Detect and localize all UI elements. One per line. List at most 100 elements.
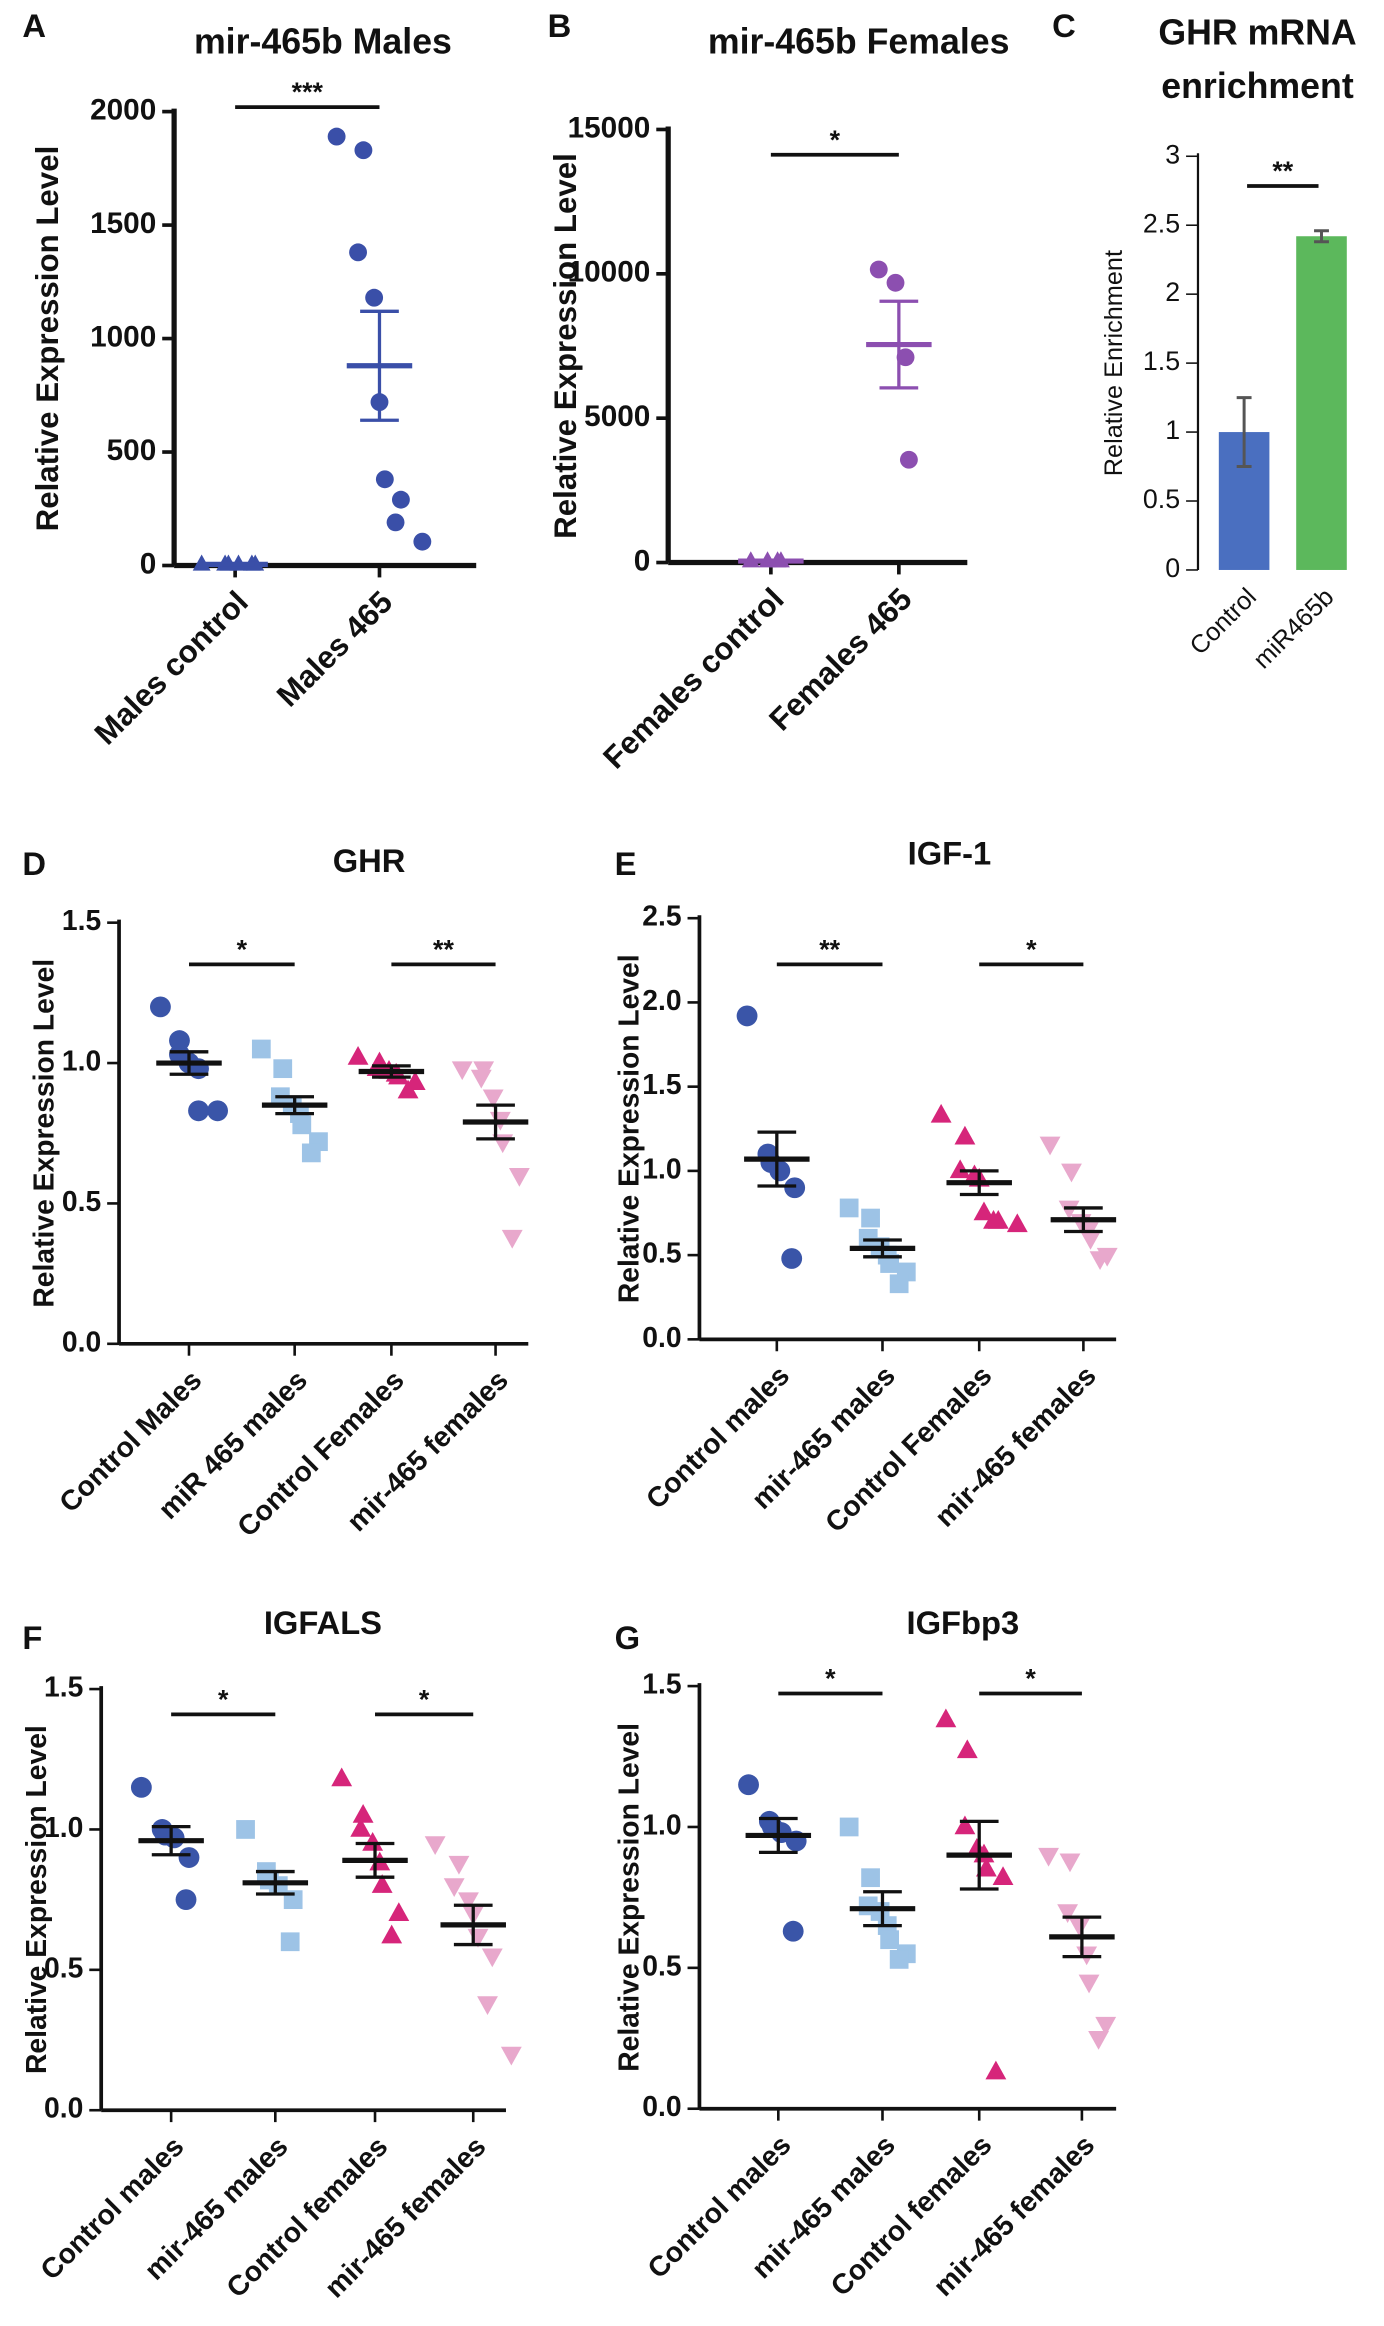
chart-title: IGFbp3	[906, 1604, 1019, 1641]
data-point	[188, 1100, 209, 1122]
data-point	[451, 1061, 473, 1081]
sem-bar	[360, 309, 399, 422]
data-point	[350, 1817, 372, 1837]
panel: F IGFALS Relative Expression Level 0.0 0.5 1.…	[20, 1604, 522, 2304]
data-point	[861, 1208, 880, 1228]
data-point	[738, 1774, 759, 1796]
data-point	[424, 1836, 446, 1855]
data-point	[1088, 2030, 1109, 2050]
sem-bar	[355, 1841, 395, 1879]
y-tick-label: 5000	[584, 400, 650, 433]
data-point	[458, 1892, 479, 1912]
panel-label: A	[22, 7, 46, 44]
data-point	[1039, 1136, 1061, 1156]
data-point	[443, 1878, 465, 1898]
data-point	[482, 1089, 504, 1109]
data-point	[899, 450, 918, 469]
y-tick-label: 2.5	[642, 900, 681, 932]
panel-label: F	[22, 1619, 42, 1656]
panel-label: C	[1052, 7, 1076, 44]
panel: E IGF-1 Relative Expression Level 0.0 0.5 1.0…	[612, 835, 1118, 1538]
data-point	[362, 1832, 384, 1851]
chart-title: enrichment	[1161, 66, 1354, 106]
y-tick-label: 1	[1165, 415, 1180, 445]
y-tick-label: 1.0	[44, 1811, 83, 1843]
error-bar	[1236, 396, 1252, 469]
data-point	[349, 243, 367, 262]
data-point	[956, 1739, 978, 1759]
data-point	[501, 1229, 523, 1249]
data-point	[508, 1168, 530, 1187]
significance-label: *	[830, 125, 841, 155]
chart-title: IGFALS	[264, 1604, 382, 1641]
sem-bar	[959, 1169, 999, 1197]
data-point	[949, 1159, 971, 1179]
sem-bar	[863, 1890, 902, 1928]
x-tick-label: miR465b	[1248, 583, 1339, 674]
data-point	[869, 260, 888, 279]
chart-title: IGF-1	[908, 835, 992, 872]
data-point	[1089, 1251, 1111, 1270]
y-tick-label: 0.5	[44, 1951, 83, 1983]
x-tick-label: Males control	[88, 584, 255, 751]
y-axis-label: Relative Expression Level	[612, 954, 644, 1303]
y-tick-label: 0	[1165, 553, 1180, 583]
data-point	[954, 1125, 976, 1145]
sem-bar	[255, 1869, 295, 1896]
y-tick-label: 0	[140, 547, 157, 580]
error-bar	[1314, 229, 1329, 244]
chart-title: GHR mRNA	[1158, 13, 1356, 53]
data-point	[1061, 1163, 1082, 1183]
data-point	[985, 2060, 1007, 2080]
panel: G IGFbp3 Relative Expression Level 0.0 0.5 1.…	[612, 1604, 1117, 2302]
data-point	[352, 1803, 374, 1823]
panel-label: B	[548, 7, 572, 44]
data-point	[781, 1248, 803, 1269]
data-point	[889, 1950, 909, 1969]
sem-bar	[372, 1064, 411, 1079]
data-point	[391, 490, 410, 509]
y-tick-label: 0.5	[642, 1237, 681, 1269]
significance-label: *	[218, 1684, 229, 1714]
data-point	[973, 1201, 995, 1221]
data-point	[736, 1005, 758, 1027]
x-tick-label: Control	[1185, 583, 1262, 660]
sem-bar	[879, 299, 919, 390]
sem-bar	[757, 1130, 797, 1188]
data-point	[347, 1045, 369, 1065]
sem-bar	[151, 1825, 191, 1857]
y-tick-label: 2	[1165, 277, 1180, 307]
sem-bar	[758, 1816, 798, 1854]
y-tick-label: 1500	[90, 207, 156, 240]
significance-label: *	[419, 1684, 430, 1714]
y-tick-label: 15000	[568, 111, 651, 144]
data-point	[477, 1996, 498, 2015]
significance-label: **	[1272, 156, 1293, 186]
data-point	[500, 2046, 522, 2066]
data-point	[954, 1815, 976, 1835]
panel: C GHR mRNA enrichment Relative Enrichment 0 0…	[1052, 7, 1357, 674]
data-point	[1058, 1200, 1080, 1220]
y-tick-label: 0.0	[642, 2090, 681, 2122]
data-point	[354, 141, 373, 160]
y-tick-label: 0.0	[44, 2092, 83, 2124]
data-point	[448, 1855, 470, 1875]
y-axis-label: Relative Expression Level	[20, 1725, 52, 2074]
data-point	[886, 273, 905, 292]
panel-label: D	[22, 845, 46, 882]
y-tick-label: 500	[107, 434, 157, 467]
data-point	[150, 996, 171, 1018]
y-axis-label: Relative Expression Level	[28, 959, 60, 1308]
data-point	[1057, 1904, 1079, 1923]
data-point	[397, 1079, 419, 1099]
chart-title: mir-465b Females	[708, 22, 1010, 62]
y-tick-label: 0.0	[62, 1325, 101, 1357]
panel-label: G	[615, 1619, 640, 1656]
y-tick-label: 1.0	[642, 1152, 681, 1184]
sem-bar	[959, 1819, 999, 1891]
significance-label: **	[433, 934, 454, 964]
data-point	[935, 1708, 957, 1728]
